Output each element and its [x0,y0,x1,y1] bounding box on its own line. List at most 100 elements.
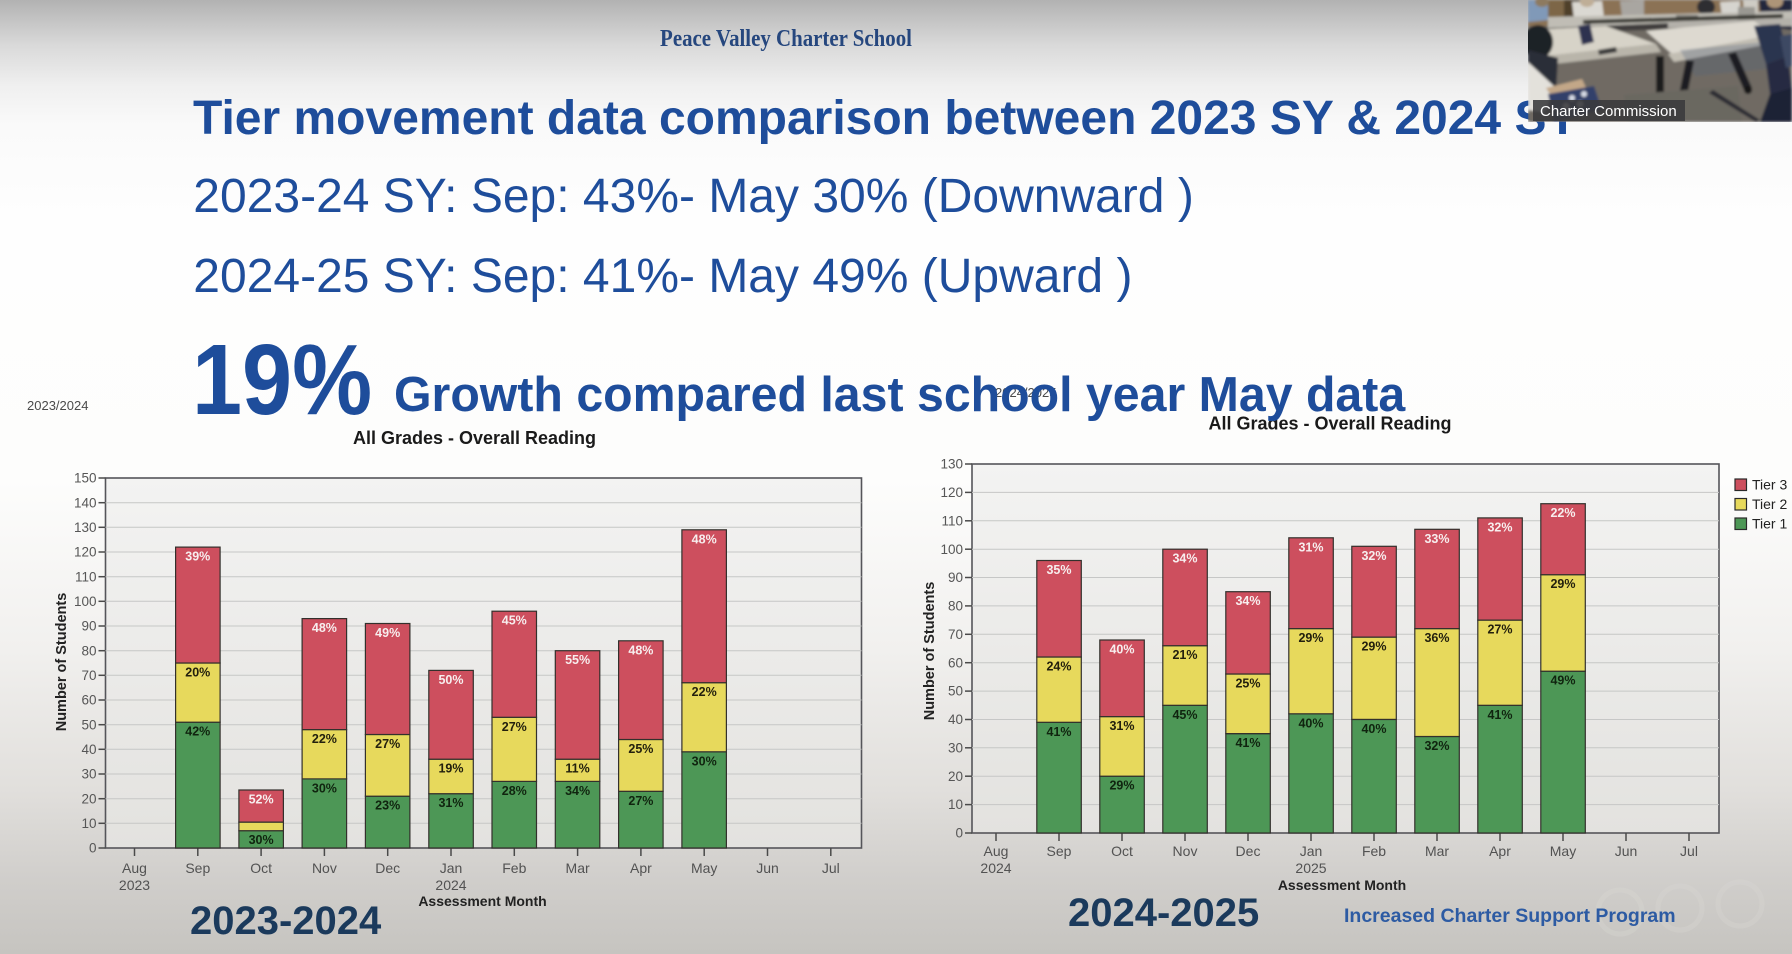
svg-text:2025: 2025 [1295,860,1326,876]
svg-text:45%: 45% [1172,708,1197,722]
svg-text:Jul: Jul [822,860,840,876]
svg-text:29%: 29% [1361,640,1386,654]
svg-text:40%: 40% [1109,643,1134,657]
svg-text:32%: 32% [1361,549,1386,563]
svg-text:27%: 27% [628,794,653,808]
svg-text:30%: 30% [312,781,337,795]
svg-text:70: 70 [81,668,96,683]
svg-text:32%: 32% [1487,520,1512,534]
svg-text:40: 40 [948,712,963,727]
svg-text:25%: 25% [628,742,653,756]
svg-text:Dec: Dec [375,860,400,876]
svg-text:49%: 49% [375,626,400,640]
svg-text:150: 150 [74,471,97,486]
svg-text:Sep: Sep [1047,843,1072,859]
svg-text:29%: 29% [1550,577,1575,591]
svg-text:48%: 48% [692,532,717,546]
svg-text:40%: 40% [1298,716,1323,730]
svg-text:52%: 52% [249,793,274,807]
svg-text:Assessment Month: Assessment Month [1278,877,1406,893]
svg-text:110: 110 [75,569,97,584]
svg-text:19%: 19% [438,762,463,776]
svg-text:Feb: Feb [502,860,526,876]
svg-text:Nov: Nov [1173,843,1198,859]
svg-text:50%: 50% [438,673,463,687]
svg-text:Charter Commission: Charter Commission [1540,103,1677,120]
svg-text:31%: 31% [1109,719,1134,733]
svg-text:27%: 27% [502,720,527,734]
svg-text:Jan: Jan [1300,843,1323,859]
svg-text:40: 40 [81,742,96,757]
svg-text:29%: 29% [1109,779,1134,793]
svg-text:45%: 45% [502,614,527,628]
svg-text:27%: 27% [375,737,400,751]
svg-text:90: 90 [81,619,96,634]
svg-text:90: 90 [948,570,963,585]
svg-text:Oct: Oct [1111,843,1133,859]
svg-text:33%: 33% [1424,532,1449,546]
svg-text:49%: 49% [1550,674,1575,688]
svg-text:100: 100 [940,542,963,557]
svg-text:Nov: Nov [312,860,337,876]
svg-text:Mar: Mar [1425,843,1449,859]
svg-text:May: May [1550,843,1576,859]
svg-text:Number of Students: Number of Students [54,593,70,732]
svg-text:Sep: Sep [185,860,210,876]
svg-text:Jan: Jan [440,860,463,876]
svg-text:34%: 34% [1172,552,1197,566]
svg-text:55%: 55% [565,653,590,667]
svg-text:Dec: Dec [1236,843,1261,859]
svg-text:31%: 31% [438,796,463,810]
svg-text:41%: 41% [1235,736,1260,750]
svg-text:2024: 2024 [435,877,466,893]
svg-text:20%: 20% [185,666,210,680]
svg-text:70: 70 [948,627,963,642]
svg-text:29%: 29% [1298,631,1323,645]
svg-text:Apr: Apr [630,860,652,876]
svg-text:Oct: Oct [250,860,272,876]
svg-text:130: 130 [940,457,963,472]
svg-text:42%: 42% [185,725,210,739]
svg-text:60: 60 [948,655,963,670]
svg-text:32%: 32% [1424,739,1449,753]
svg-text:21%: 21% [1172,648,1197,662]
svg-text:100: 100 [74,594,97,609]
svg-text:31%: 31% [1298,540,1323,554]
svg-text:120: 120 [74,545,97,560]
svg-text:120: 120 [940,485,963,500]
svg-text:Jul: Jul [1680,843,1698,859]
svg-text:30: 30 [948,740,963,755]
svg-text:11%: 11% [565,762,589,776]
svg-text:50: 50 [81,717,96,732]
svg-text:Apr: Apr [1489,843,1511,859]
svg-text:Jun: Jun [756,860,779,876]
svg-text:27%: 27% [1487,623,1512,637]
svg-text:36%: 36% [1424,631,1449,645]
svg-text:40%: 40% [1361,722,1386,736]
svg-text:2023: 2023 [119,877,150,893]
svg-text:Aug: Aug [122,860,147,876]
svg-text:Tier 2: Tier 2 [1752,496,1787,512]
svg-text:All Grades - Overall Reading: All Grades - Overall Reading [1208,414,1451,434]
svg-text:35%: 35% [1046,563,1071,577]
svg-text:Number of Students: Number of Students [922,582,938,721]
svg-text:140: 140 [74,495,97,510]
svg-text:80: 80 [81,643,96,658]
svg-text:20: 20 [948,769,963,784]
svg-text:50: 50 [948,684,963,699]
svg-text:20: 20 [81,791,96,806]
svg-text:48%: 48% [628,643,653,657]
svg-text:Jun: Jun [1615,843,1638,859]
svg-text:Aug: Aug [984,843,1009,859]
svg-text:110: 110 [941,513,963,528]
svg-text:30: 30 [81,767,96,782]
svg-text:30%: 30% [692,754,717,768]
svg-text:80: 80 [948,599,963,614]
svg-text:28%: 28% [502,784,527,798]
svg-text:Assessment Month: Assessment Month [418,893,546,909]
svg-text:22%: 22% [312,732,337,746]
svg-text:Tier 3: Tier 3 [1752,477,1787,493]
svg-text:0: 0 [955,826,963,841]
svg-text:May: May [691,860,717,876]
svg-text:23%: 23% [375,799,400,813]
